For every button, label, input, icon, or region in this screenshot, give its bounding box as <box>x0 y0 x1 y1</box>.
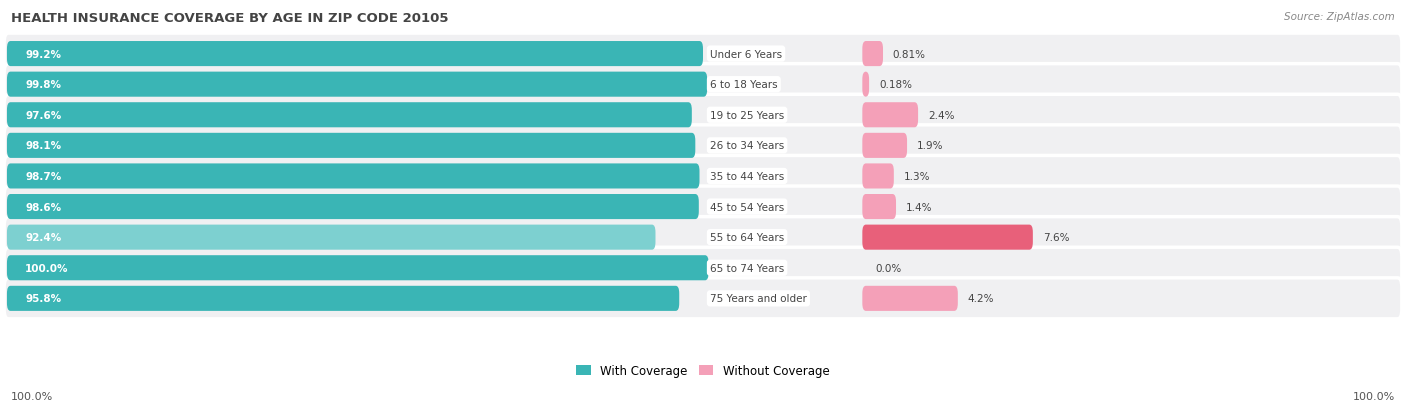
FancyBboxPatch shape <box>7 42 703 67</box>
Text: Source: ZipAtlas.com: Source: ZipAtlas.com <box>1284 12 1395 22</box>
FancyBboxPatch shape <box>4 278 1402 319</box>
Text: 0.81%: 0.81% <box>893 50 925 59</box>
Text: 100.0%: 100.0% <box>1353 391 1395 401</box>
Text: 1.3%: 1.3% <box>904 171 931 182</box>
Text: 1.4%: 1.4% <box>905 202 932 212</box>
Text: 19 to 25 Years: 19 to 25 Years <box>710 111 785 121</box>
Text: HEALTH INSURANCE COVERAGE BY AGE IN ZIP CODE 20105: HEALTH INSURANCE COVERAGE BY AGE IN ZIP … <box>11 12 449 25</box>
FancyBboxPatch shape <box>4 64 1402 105</box>
Text: 92.4%: 92.4% <box>25 233 62 242</box>
FancyBboxPatch shape <box>4 95 1402 136</box>
Text: 100.0%: 100.0% <box>11 391 53 401</box>
FancyBboxPatch shape <box>7 103 692 128</box>
Text: 99.8%: 99.8% <box>25 80 60 90</box>
Text: 45 to 54 Years: 45 to 54 Years <box>710 202 785 212</box>
Text: 98.7%: 98.7% <box>25 171 62 182</box>
FancyBboxPatch shape <box>862 164 894 189</box>
FancyBboxPatch shape <box>862 72 869 97</box>
Text: 6 to 18 Years: 6 to 18 Years <box>710 80 778 90</box>
Text: 65 to 74 Years: 65 to 74 Years <box>710 263 785 273</box>
Text: 75 Years and older: 75 Years and older <box>710 294 807 304</box>
Text: 97.6%: 97.6% <box>25 111 62 121</box>
Text: 2.4%: 2.4% <box>928 111 955 121</box>
Text: 99.2%: 99.2% <box>25 50 60 59</box>
FancyBboxPatch shape <box>4 248 1402 289</box>
FancyBboxPatch shape <box>862 225 1033 250</box>
Text: Under 6 Years: Under 6 Years <box>710 50 782 59</box>
Text: 98.6%: 98.6% <box>25 202 62 212</box>
FancyBboxPatch shape <box>862 103 918 128</box>
Legend: With Coverage, Without Coverage: With Coverage, Without Coverage <box>576 364 830 377</box>
Text: 100.0%: 100.0% <box>25 263 69 273</box>
Text: 35 to 44 Years: 35 to 44 Years <box>710 171 785 182</box>
FancyBboxPatch shape <box>7 195 699 220</box>
Text: 4.2%: 4.2% <box>967 294 994 304</box>
FancyBboxPatch shape <box>7 72 707 97</box>
FancyBboxPatch shape <box>862 42 883 67</box>
FancyBboxPatch shape <box>7 256 709 280</box>
Text: 55 to 64 Years: 55 to 64 Years <box>710 233 785 242</box>
Text: 1.9%: 1.9% <box>917 141 943 151</box>
FancyBboxPatch shape <box>4 156 1402 197</box>
Text: 98.1%: 98.1% <box>25 141 62 151</box>
FancyBboxPatch shape <box>7 164 700 189</box>
FancyBboxPatch shape <box>4 126 1402 166</box>
Text: 0.0%: 0.0% <box>875 263 901 273</box>
Text: 0.18%: 0.18% <box>879 80 912 90</box>
FancyBboxPatch shape <box>862 286 957 311</box>
FancyBboxPatch shape <box>7 133 696 159</box>
FancyBboxPatch shape <box>4 34 1402 75</box>
Text: 26 to 34 Years: 26 to 34 Years <box>710 141 785 151</box>
FancyBboxPatch shape <box>7 225 655 250</box>
FancyBboxPatch shape <box>862 133 907 159</box>
FancyBboxPatch shape <box>7 286 679 311</box>
Text: 95.8%: 95.8% <box>25 294 62 304</box>
FancyBboxPatch shape <box>4 187 1402 228</box>
FancyBboxPatch shape <box>862 195 896 220</box>
Text: 7.6%: 7.6% <box>1043 233 1069 242</box>
FancyBboxPatch shape <box>4 217 1402 258</box>
